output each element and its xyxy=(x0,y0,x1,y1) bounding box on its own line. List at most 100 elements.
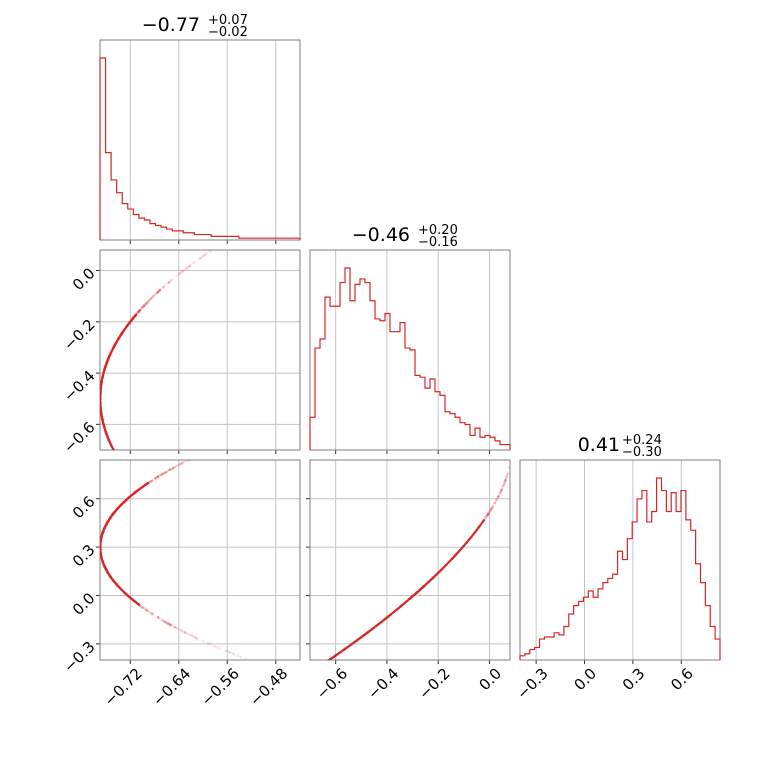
sample-point xyxy=(139,605,143,608)
contour-panel-param0-param1 xyxy=(96,249,301,456)
sample-point xyxy=(188,264,191,268)
sample-point xyxy=(153,476,157,480)
sample-point xyxy=(160,472,164,476)
sample-point xyxy=(487,511,491,514)
sample-point xyxy=(138,309,141,313)
sample-point xyxy=(491,504,495,508)
sample-point xyxy=(238,655,242,659)
sample-point xyxy=(496,495,500,499)
sample-point xyxy=(497,494,500,498)
sample-point xyxy=(201,254,205,258)
sample-point xyxy=(199,638,203,642)
sample-point xyxy=(314,668,317,671)
sample-point xyxy=(487,511,490,515)
sample-point xyxy=(506,472,509,476)
sample-point xyxy=(181,270,184,273)
sample-point xyxy=(192,456,195,459)
contour-line xyxy=(100,313,138,450)
sample-point xyxy=(232,652,235,656)
sample-point xyxy=(189,264,192,268)
sample-point xyxy=(228,651,232,655)
sample-point xyxy=(178,627,181,631)
sample-point xyxy=(500,489,503,492)
sample-point xyxy=(177,272,181,276)
sample-point xyxy=(149,297,153,300)
sample-point xyxy=(113,451,116,454)
sample-point xyxy=(138,308,142,312)
sample-point xyxy=(207,250,211,254)
sample-point xyxy=(159,473,162,477)
sample-point xyxy=(157,289,161,293)
sample-point xyxy=(114,453,117,456)
sample-point xyxy=(500,488,504,491)
sample-point xyxy=(196,258,200,262)
sample-point xyxy=(504,478,507,482)
sample-point xyxy=(178,271,182,275)
sample-point xyxy=(156,475,160,479)
sample-point xyxy=(180,629,184,633)
sample-point xyxy=(162,285,166,288)
sample-point xyxy=(166,622,170,625)
sample-point xyxy=(150,611,153,615)
sample-point xyxy=(156,475,160,478)
sample-point xyxy=(493,501,497,504)
sample-point xyxy=(158,288,161,292)
sample-point xyxy=(323,662,326,665)
sample-point xyxy=(145,302,148,305)
x-tick-label: −0.64 xyxy=(149,664,194,709)
sample-point xyxy=(179,462,183,466)
y-tick-labels: −0.6 −0.4 −0.2 0.0 −0.3 0.0 0.3 0.6 xyxy=(60,264,98,676)
sample-point xyxy=(169,623,172,627)
histogram-step-line xyxy=(519,477,721,660)
sample-point xyxy=(495,498,498,502)
sample-point xyxy=(147,299,151,303)
sample-point xyxy=(505,476,508,479)
sample-point xyxy=(202,640,205,643)
sample-point xyxy=(500,488,503,492)
sample-point xyxy=(164,470,168,474)
contour-group xyxy=(313,466,510,672)
sample-point xyxy=(158,288,162,292)
sample-point xyxy=(224,649,227,652)
y-tick-label: 0.0 xyxy=(69,264,99,294)
sample-point xyxy=(313,669,316,672)
sample-point xyxy=(202,254,205,258)
sample-point xyxy=(156,615,160,619)
sample-point xyxy=(317,666,320,669)
sample-point xyxy=(186,266,189,270)
sample-point xyxy=(488,510,491,513)
sample-point xyxy=(164,621,168,624)
contour-group xyxy=(100,250,213,456)
sample-point xyxy=(153,477,157,480)
sample-point xyxy=(162,620,166,623)
title-1-main: −0.46 xyxy=(352,224,410,246)
sample-point xyxy=(503,479,507,483)
sample-point xyxy=(182,630,186,633)
sample-point xyxy=(179,462,182,466)
sample-point xyxy=(168,623,172,626)
y-tick-label: 0.0 xyxy=(69,589,99,619)
sample-point xyxy=(180,461,184,465)
sample-point xyxy=(146,300,149,304)
sample-point xyxy=(162,285,165,289)
sample-point xyxy=(194,636,198,640)
sample-point xyxy=(168,468,171,472)
sample-point xyxy=(165,470,169,473)
y-tick-label: −0.2 xyxy=(60,316,98,354)
histogram-step-line xyxy=(309,267,511,450)
sample-point xyxy=(176,464,179,467)
sample-point xyxy=(502,484,505,487)
sample-point xyxy=(170,278,173,282)
sample-point xyxy=(493,501,497,504)
panel-frame xyxy=(309,249,511,451)
sample-point xyxy=(491,505,495,508)
sample-point xyxy=(144,302,148,305)
sample-point xyxy=(198,257,202,260)
sample-point xyxy=(143,303,146,307)
sample-point xyxy=(182,269,185,273)
sample-point xyxy=(488,509,492,512)
x-tick-label: −0.3 xyxy=(513,664,551,702)
sample-point xyxy=(137,310,140,314)
histogram-panel-param-2 xyxy=(519,459,721,664)
sample-point xyxy=(143,304,147,307)
